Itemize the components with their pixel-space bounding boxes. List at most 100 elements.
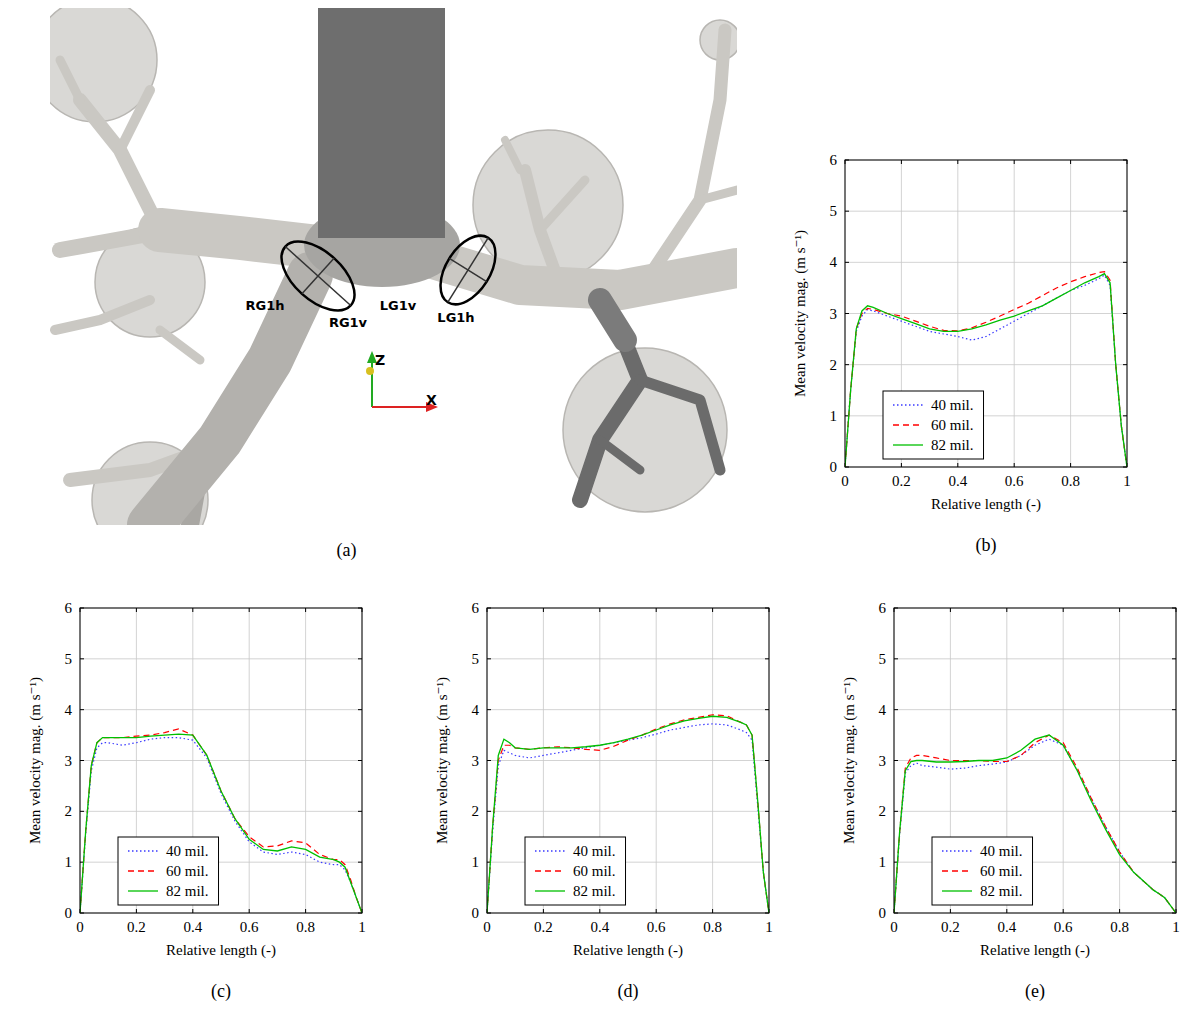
tick-label: 0.8 xyxy=(1061,473,1080,489)
tick xyxy=(487,811,491,812)
grid-line xyxy=(894,709,1176,710)
tick xyxy=(1172,862,1176,863)
airway-branch xyxy=(55,300,150,330)
panel-caption: (b) xyxy=(976,535,997,556)
legend: 40 mil.60 mil.82 mil. xyxy=(525,837,626,905)
tick-label: 0.4 xyxy=(997,919,1016,935)
tick-label: 3 xyxy=(472,753,480,769)
tick xyxy=(599,909,600,913)
legend: 40 mil.60 mil.82 mil. xyxy=(883,391,984,459)
tick xyxy=(305,608,306,612)
tick xyxy=(192,608,193,612)
tick xyxy=(358,760,362,761)
panel-caption: (c) xyxy=(211,981,231,1002)
triad-label: X xyxy=(426,392,437,408)
airway-branch xyxy=(600,440,640,470)
tick xyxy=(1006,608,1007,612)
tick xyxy=(765,760,769,761)
tick xyxy=(1172,709,1176,710)
airway-branch xyxy=(420,255,737,290)
airway-branch xyxy=(600,300,625,340)
tick-label: 2 xyxy=(65,803,73,819)
plot-data xyxy=(487,715,769,913)
tick xyxy=(249,909,250,913)
triad-axis xyxy=(372,406,430,408)
legend-label: 40 mil. xyxy=(573,843,616,859)
tick-label: 0.6 xyxy=(1054,919,1073,935)
grid-line xyxy=(487,658,769,659)
tick-label: 2 xyxy=(879,803,887,819)
plane-axis xyxy=(448,238,488,302)
legend-label: 60 mil. xyxy=(573,863,616,879)
tick xyxy=(845,313,849,314)
tick-label: 0.4 xyxy=(590,919,609,935)
tick xyxy=(487,658,491,659)
tick-label: 4 xyxy=(879,702,887,718)
tick xyxy=(358,811,362,812)
tick-label: 0 xyxy=(830,459,838,475)
tick xyxy=(543,909,544,913)
grid-line xyxy=(845,262,1127,263)
tick-label: 1 xyxy=(358,919,366,935)
tick xyxy=(599,608,600,612)
tick xyxy=(957,463,958,467)
trachea xyxy=(318,8,445,238)
tick xyxy=(765,811,769,812)
legend-label: 40 mil. xyxy=(166,843,209,859)
tick-label: 0 xyxy=(890,919,898,935)
tick xyxy=(901,463,902,467)
figure: RG1hRG1vLG1vLG1hZX(a)00.20.40.60.8101234… xyxy=(0,0,1192,1015)
tick xyxy=(487,760,491,761)
axis-title: Mean velocity mag. (m s⁻¹) xyxy=(27,677,44,844)
tick xyxy=(765,862,769,863)
tick xyxy=(192,909,193,913)
tick-label: 4 xyxy=(65,702,73,718)
tick xyxy=(1172,811,1176,812)
airway-branch xyxy=(160,330,200,360)
tick xyxy=(1172,760,1176,761)
tick xyxy=(358,658,362,659)
tick xyxy=(1119,909,1120,913)
tick-label: 1 xyxy=(879,854,887,870)
tick xyxy=(136,608,137,612)
legend-swatch xyxy=(128,890,158,891)
tick-label: 5 xyxy=(830,203,838,219)
tick-label: 0.2 xyxy=(941,919,960,935)
tick-label: 0.6 xyxy=(647,919,666,935)
tick xyxy=(1123,262,1127,263)
plot-data xyxy=(845,272,1127,467)
axis-title: Mean velocity mag. (m s⁻¹) xyxy=(841,677,858,844)
triad-axis xyxy=(371,359,373,407)
tick xyxy=(894,709,898,710)
legend-box xyxy=(932,837,1033,905)
tick-label: 0.6 xyxy=(240,919,259,935)
plot-data xyxy=(80,729,362,913)
tick xyxy=(1014,463,1015,467)
tick xyxy=(901,160,902,164)
tick xyxy=(80,760,84,761)
tick-label: 0.4 xyxy=(948,473,967,489)
triad-dot xyxy=(366,367,374,375)
tick xyxy=(543,608,544,612)
tick xyxy=(950,608,951,612)
tick-label: 0.8 xyxy=(296,919,315,935)
grid-line xyxy=(80,811,362,812)
tick-label: 5 xyxy=(65,651,73,667)
tick xyxy=(712,909,713,913)
series-line xyxy=(80,738,362,913)
legend-label: 40 mil. xyxy=(980,843,1023,859)
plane-label: RG1v xyxy=(329,315,368,330)
tick xyxy=(136,909,137,913)
airway-branch xyxy=(640,380,720,470)
legend: 40 mil.60 mil.82 mil. xyxy=(118,837,219,905)
tick xyxy=(80,811,84,812)
plane-axis xyxy=(285,247,350,306)
legend-swatch xyxy=(128,850,158,851)
panel-caption: (d) xyxy=(618,981,639,1002)
plane-label: RG1h xyxy=(246,298,285,313)
grid-line xyxy=(487,709,769,710)
legend-box xyxy=(883,391,984,459)
tick-label: 0.2 xyxy=(534,919,553,935)
tick-label: 0.6 xyxy=(1005,473,1024,489)
legend-label: 60 mil. xyxy=(931,417,974,433)
